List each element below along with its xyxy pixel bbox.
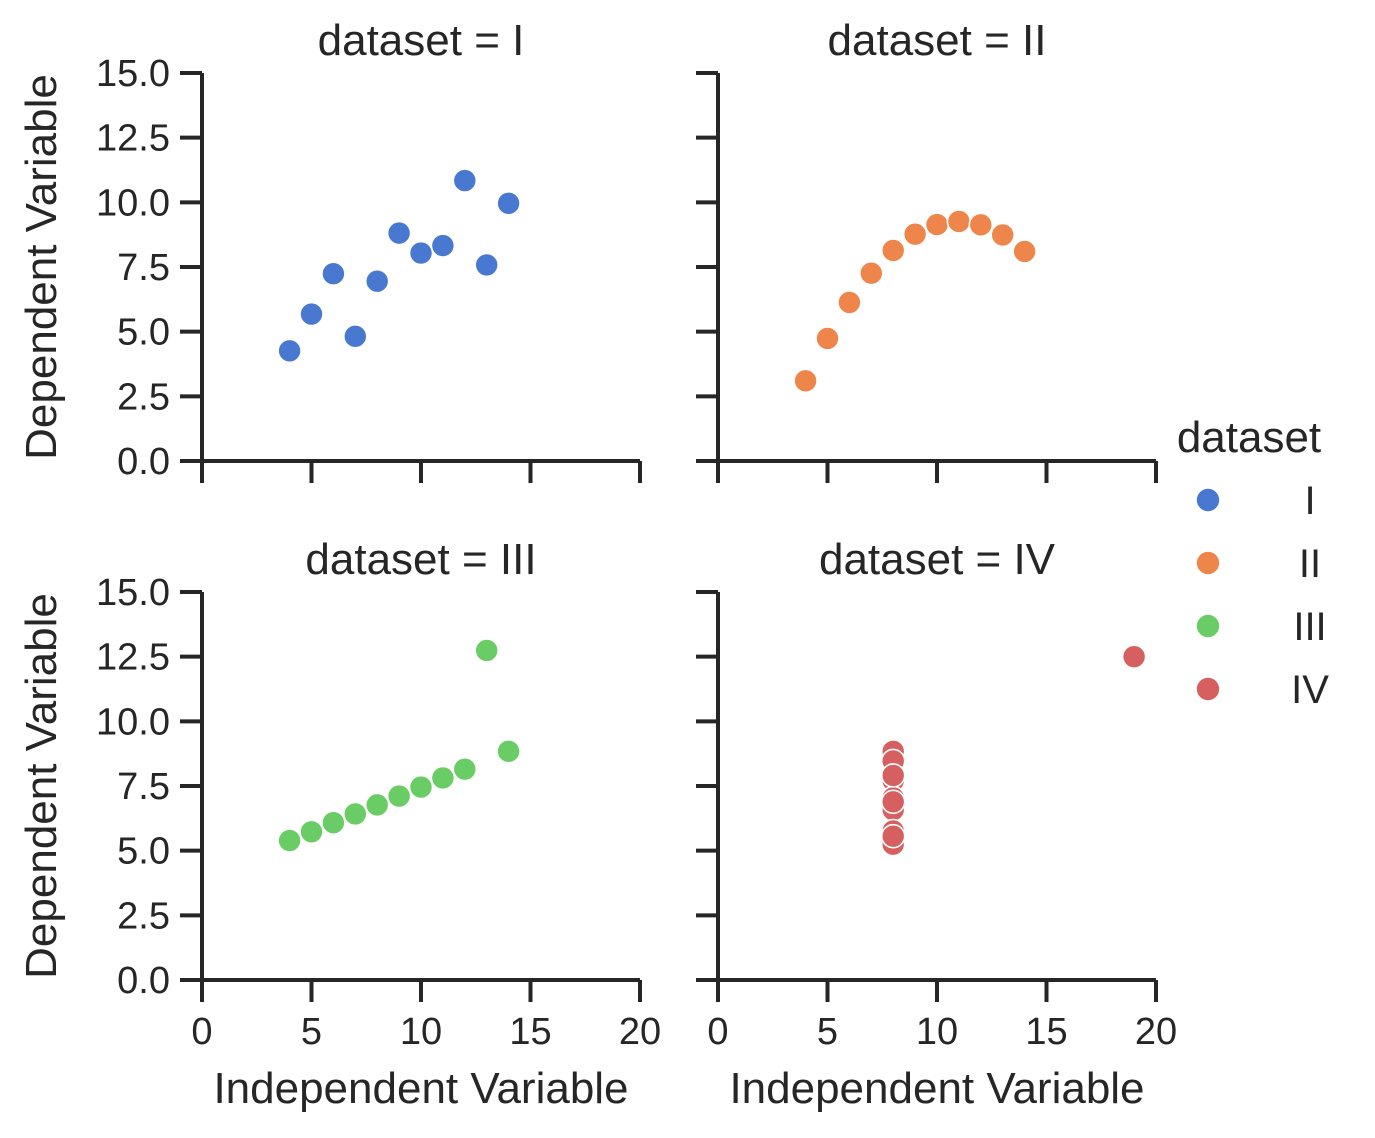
panel-dataset-i: dataset = I 0.0 2.5 5.0 7.5 10.0 12.5 15.0 Depen…	[17, 16, 642, 483]
x-tick-label: 20	[1135, 1011, 1177, 1053]
panel-title: dataset = III	[305, 535, 536, 584]
panel-dataset-iii: dataset = III 0.0 2.5 5.0 7.5 10.0 12.5 15.0 0 5 1…	[17, 535, 661, 1113]
data-point	[496, 739, 521, 764]
data-point	[452, 756, 478, 782]
x-tick-label: 10	[916, 1011, 958, 1053]
legend-marker	[1195, 613, 1221, 639]
data-point	[277, 338, 302, 364]
y-tick-label: 2.5	[117, 376, 170, 418]
y-tick-label: 5.0	[117, 312, 170, 354]
legend-label: I	[1304, 479, 1315, 523]
panel-dataset-ii: dataset = II	[696, 16, 1158, 483]
x-tick-label: 5	[301, 1011, 322, 1053]
data-point	[880, 789, 906, 815]
x-axis-label: Independent Variable	[729, 1064, 1144, 1113]
y-tick-label: 5.0	[117, 831, 170, 873]
y-axis-label: Dependent Variable	[17, 74, 66, 460]
panel-title: dataset = I	[318, 16, 525, 65]
y-tick-label: 15.0	[96, 572, 170, 614]
data-point	[321, 261, 346, 287]
panel-dataset-iv: dataset = IV 0 5 10 15 20 Independent Variable	[696, 535, 1177, 1113]
x-tick-label: 0	[191, 1011, 212, 1053]
data-point	[277, 828, 302, 853]
y-tick-label: 12.5	[96, 118, 170, 160]
data-point	[342, 801, 368, 827]
y-tick-label: 7.5	[117, 247, 170, 289]
data-point	[880, 763, 906, 788]
x-tick-label: 20	[619, 1011, 661, 1053]
data-point	[342, 324, 368, 349]
data-point	[430, 765, 456, 791]
data-point	[474, 638, 500, 663]
y-tick-label: 15.0	[96, 53, 170, 95]
data-point	[902, 221, 928, 247]
x-tick-label: 15	[1025, 1011, 1067, 1053]
y-axis-label: Dependent Variable	[17, 593, 66, 979]
x-tick-label: 5	[817, 1011, 838, 1053]
data-point	[474, 252, 500, 278]
y-tick-label: 0.0	[117, 960, 170, 1002]
data-point	[1121, 644, 1147, 669]
data-point	[430, 233, 456, 258]
data-point	[946, 209, 972, 234]
data-point	[793, 368, 818, 394]
data-point	[452, 168, 478, 193]
data-point	[386, 783, 412, 809]
data-point	[990, 222, 1016, 248]
data-point	[880, 238, 906, 263]
y-tick-label: 10.0	[96, 182, 170, 224]
data-point	[924, 212, 950, 237]
x-axis-label: Independent Variable	[213, 1064, 628, 1113]
y-tick-label: 2.5	[117, 895, 170, 937]
legend-label: IV	[1291, 668, 1329, 712]
data-point	[858, 260, 884, 286]
data-point	[496, 191, 521, 216]
legend-marker	[1195, 550, 1221, 576]
data-point	[1012, 239, 1037, 264]
data-point	[968, 212, 994, 238]
data-point	[815, 326, 840, 351]
data-point	[299, 819, 324, 845]
y-tick-label: 10.0	[96, 701, 170, 743]
data-point	[880, 823, 906, 849]
data-point	[321, 810, 346, 836]
x-tick-label: 10	[400, 1011, 442, 1053]
x-tick-label: 0	[707, 1011, 728, 1053]
data-point	[408, 774, 434, 800]
y-tick-label: 12.5	[96, 637, 170, 679]
legend-title: dataset	[1177, 413, 1321, 462]
data-point	[299, 301, 324, 327]
y-tick-label: 7.5	[117, 766, 170, 808]
x-tick-label: 15	[509, 1011, 551, 1053]
data-point	[386, 220, 412, 246]
panel-title: dataset = IV	[819, 535, 1056, 584]
data-point	[837, 290, 862, 315]
legend-marker	[1195, 676, 1221, 702]
legend-label: II	[1299, 542, 1321, 586]
panel-title: dataset = II	[828, 16, 1047, 65]
legend-marker	[1195, 487, 1221, 513]
legend-label: III	[1293, 605, 1326, 649]
y-tick-label: 0.0	[117, 441, 170, 483]
data-point	[364, 792, 390, 818]
data-point	[364, 268, 390, 294]
data-point	[408, 240, 434, 266]
